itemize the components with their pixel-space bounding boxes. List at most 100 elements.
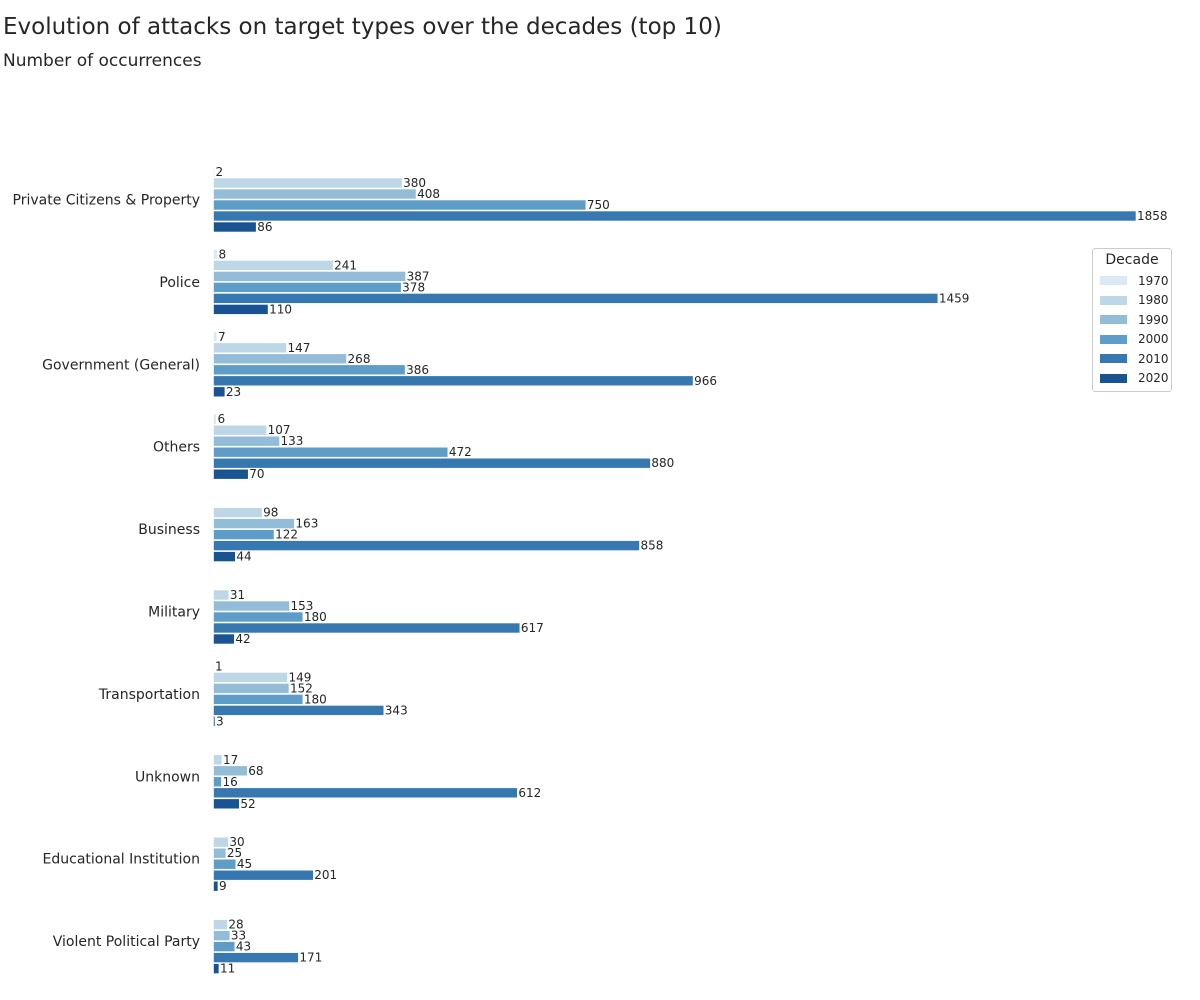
bar [213,342,287,354]
bar [213,589,230,601]
data-label: 25 [227,846,242,860]
data-label: 9 [219,879,227,893]
bar [213,776,222,788]
bar [213,672,288,683]
data-label: 33 [231,929,246,943]
category-label: Transportation [98,687,200,703]
bar [213,353,347,365]
bar [213,518,295,529]
bar [213,847,227,859]
legend-label: 2020 [1138,371,1169,386]
category-label: Government (General) [42,357,200,373]
bar [213,199,587,211]
data-label: 153 [290,599,313,613]
category-label: Violent Political Party [53,934,200,950]
data-label: 52 [240,797,255,811]
bar [213,880,219,892]
data-label: 617 [521,621,544,635]
data-label: 107 [268,423,291,437]
bar [213,716,216,727]
bar [213,600,290,612]
data-label: 98 [263,506,278,520]
category-label: Others [153,440,200,456]
data-label: 2 [215,165,223,179]
bar [213,787,518,799]
legend-swatch [1100,334,1127,344]
bar [213,930,231,941]
data-label: 8 [218,247,226,261]
legend-item: 1970 [1093,271,1171,291]
bar [213,622,521,634]
data-label: 1858 [1137,209,1168,223]
chart-subtitle: Number of occurrences [3,51,202,71]
legend-title: Decade [1105,252,1159,268]
bar [213,705,385,716]
bar [213,611,304,623]
data-label: 11 [220,962,235,976]
legend-item: 2020 [1093,369,1171,389]
data-label: 16 [222,775,237,789]
data-label: 966 [694,374,717,388]
legend-label: 2010 [1138,351,1169,366]
data-label: 28 [228,918,243,932]
bar [213,271,406,282]
data-label: 387 [407,269,430,283]
data-label: 171 [299,951,322,965]
bar [213,858,237,870]
bar [213,765,248,777]
bar [213,386,226,398]
bar [213,188,417,200]
category-label: Educational Institution [43,852,200,868]
category-label: Police [159,275,200,291]
bar [213,754,223,766]
data-label: 378 [402,280,425,294]
data-label: 408 [417,187,440,201]
data-label: 133 [281,434,304,448]
data-label: 7 [218,330,226,344]
legend-label: 1990 [1138,312,1169,327]
data-label: 380 [403,176,426,190]
legend-swatch [1100,354,1127,364]
bar [213,221,257,233]
data-label: 31 [230,588,245,602]
bar [213,435,280,447]
bar [213,941,236,952]
category-label: Private Citizens & Property [13,193,201,209]
data-label: 163 [295,517,318,531]
bar [213,375,694,387]
data-label: 23 [226,385,241,399]
data-label: 612 [518,786,541,800]
bar [213,540,640,551]
data-label: 241 [334,258,357,272]
data-label: 386 [406,363,429,377]
data-label: 42 [235,632,250,646]
data-label: 3 [216,714,224,728]
bar [213,177,403,189]
legend-label: 1970 [1138,273,1169,288]
bar [213,331,218,343]
bar [213,260,334,271]
legend-label: 2000 [1138,332,1169,347]
data-label: 30 [229,835,244,849]
legend-label: 1980 [1138,293,1169,308]
bar [213,424,267,436]
data-label: 152 [290,681,313,695]
data-label: 149 [288,670,311,684]
bar [213,551,236,562]
bar [213,661,215,672]
bar [213,798,240,810]
data-label: 45 [237,857,252,871]
data-label: 472 [449,445,472,459]
bar [213,683,290,694]
data-label: 110 [269,302,292,316]
data-label: 750 [587,198,610,212]
legend-swatch [1100,315,1127,325]
legend-items: 1970 1980 1990 2000 2010 2020 [1093,271,1171,388]
data-label: 268 [348,352,371,366]
bar [213,293,939,304]
bar [213,457,651,469]
legend: Decade 1970 1980 1990 2000 2010 2020 [1092,248,1172,392]
bar [213,919,228,930]
data-label: 122 [275,528,298,542]
